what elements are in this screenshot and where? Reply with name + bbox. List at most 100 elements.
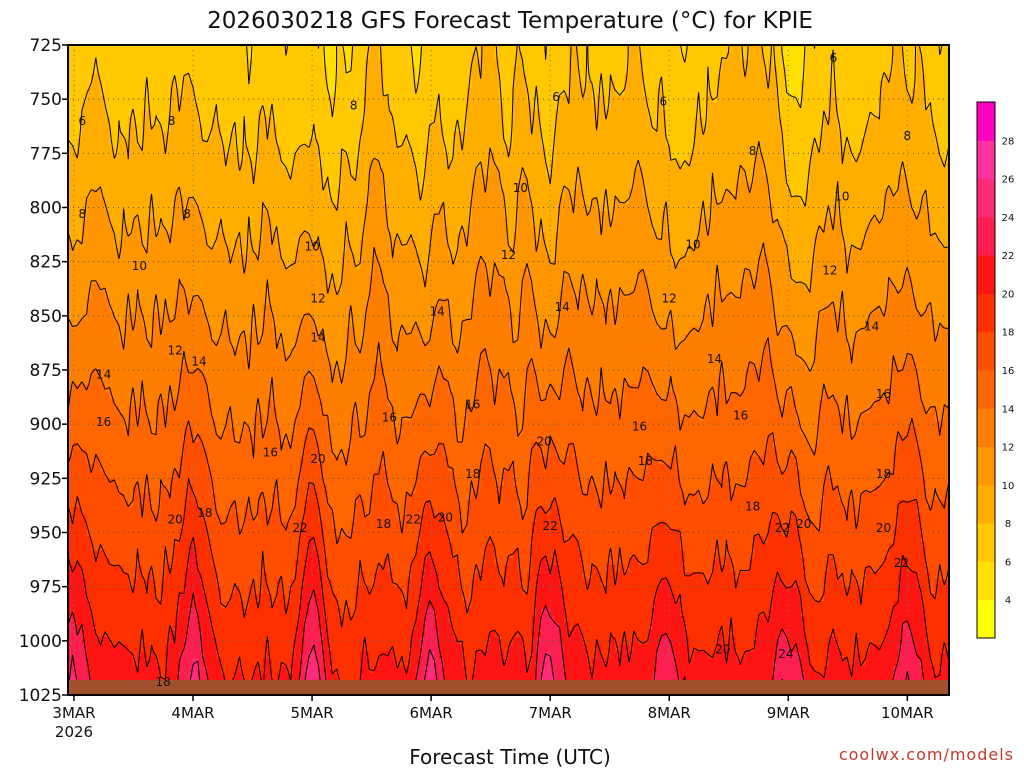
field-cell (494, 131, 500, 140)
field-cell (930, 102, 936, 111)
field-cell (907, 211, 913, 219)
field-cell (587, 81, 593, 89)
field-cell (332, 160, 338, 169)
field-cell (230, 225, 236, 234)
field-cell (777, 45, 783, 53)
field-cell (884, 146, 890, 154)
field-cell (170, 203, 176, 212)
field-cell (879, 211, 885, 219)
field-cell (856, 218, 862, 227)
field-cell (387, 66, 394, 75)
field-cell (893, 153, 899, 162)
field-cell (633, 124, 639, 133)
field-cell (540, 66, 547, 75)
field-cell (809, 211, 816, 219)
field-cell (800, 196, 806, 205)
field-cell (248, 211, 255, 219)
field-cell (684, 138, 690, 147)
field-cell (573, 146, 579, 154)
field-cell (137, 203, 143, 212)
field-cell (805, 167, 811, 176)
field-cell (420, 218, 426, 227)
field-cell (323, 138, 329, 147)
field-cell (272, 211, 278, 219)
field-cell (230, 81, 236, 89)
field-cell (383, 110, 389, 118)
field-cell (295, 225, 301, 234)
field-cell (642, 225, 649, 234)
field-cell (842, 81, 848, 89)
field-cell (272, 66, 278, 75)
field-cell (684, 218, 690, 227)
field-cell (425, 117, 431, 126)
field-cell (132, 81, 139, 89)
field-cell (902, 110, 908, 118)
field-cell (907, 73, 913, 82)
field-cell (596, 102, 602, 111)
field-cell (429, 52, 435, 61)
field-cell (795, 160, 802, 169)
field-cell (670, 138, 677, 147)
field-cell (921, 117, 927, 126)
field-cell (304, 88, 310, 97)
field-cell (364, 124, 370, 133)
field-cell (791, 131, 797, 140)
field-cell (109, 218, 115, 227)
field-cell (735, 45, 741, 53)
field-cell (675, 182, 681, 191)
field-cell (656, 182, 663, 191)
field-cell (893, 102, 899, 111)
field-cell (582, 218, 588, 227)
field-cell (772, 95, 779, 104)
field-cell (610, 196, 616, 205)
field-cell (828, 146, 834, 154)
field-cell (777, 124, 783, 133)
field-cell (457, 225, 463, 234)
field-cell (346, 146, 352, 154)
field-cell (591, 66, 598, 75)
field-cell (893, 196, 899, 205)
field-cell (582, 160, 588, 169)
field-cell (786, 138, 792, 147)
field-cell (633, 95, 639, 104)
field-cell (387, 95, 394, 104)
field-cell (828, 225, 834, 234)
field-cell (911, 102, 918, 111)
field-cell (160, 59, 166, 68)
field-cell (336, 218, 343, 227)
field-cell (202, 117, 208, 126)
field-cell (828, 117, 834, 126)
field-cell (360, 102, 366, 111)
field-cell (846, 225, 853, 234)
field-cell (874, 131, 881, 140)
field-cell (128, 81, 134, 89)
field-cell (735, 146, 741, 154)
field-cell (128, 59, 134, 68)
field-cell (814, 95, 820, 104)
field-cell (258, 211, 264, 219)
field-cell (601, 59, 607, 68)
field-cell (911, 88, 918, 97)
field-cell (443, 160, 449, 169)
field-cell (842, 131, 848, 140)
field-cell (772, 52, 779, 61)
field-cell (828, 167, 834, 176)
field-cell (522, 182, 528, 191)
field-cell (323, 59, 329, 68)
field-cell (253, 196, 259, 205)
field-cell (721, 153, 728, 162)
field-cell (72, 110, 78, 118)
field-cell (95, 110, 102, 118)
field-cell (392, 182, 398, 191)
field-cell (392, 102, 398, 111)
field-cell (425, 211, 431, 219)
field-cell (935, 59, 941, 68)
field-cell (248, 117, 255, 126)
field-cell (267, 45, 273, 53)
field-cell (916, 160, 922, 169)
field-cell (656, 52, 663, 61)
field-cell (397, 138, 403, 147)
field-cell (564, 66, 570, 75)
field-cell (327, 146, 333, 154)
field-cell (434, 73, 440, 82)
